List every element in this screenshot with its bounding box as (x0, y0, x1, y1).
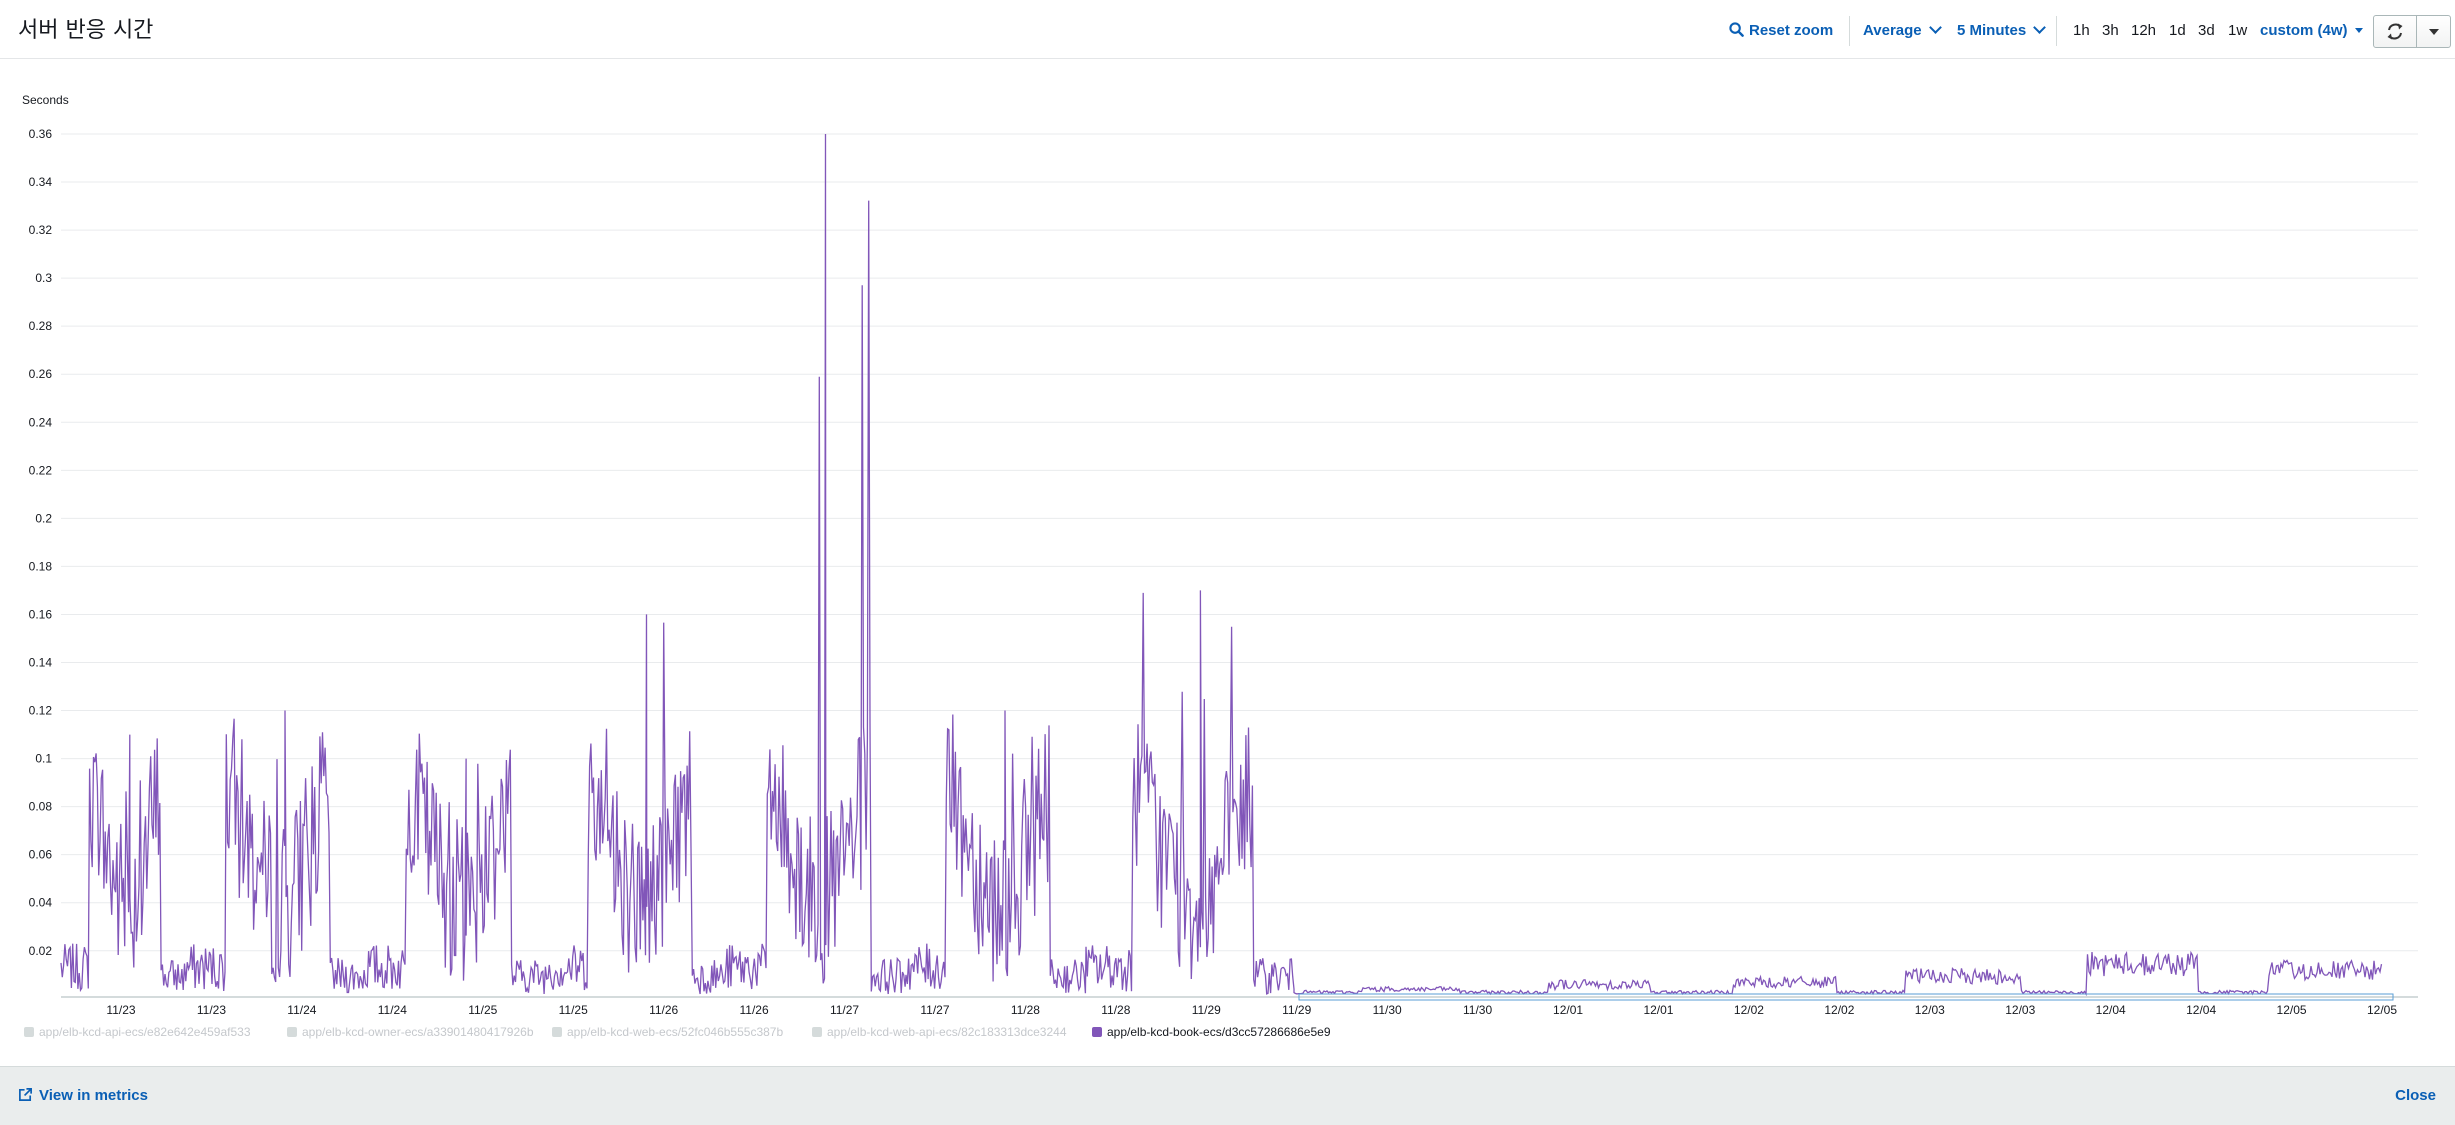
x-tick-label: 11/23 (106, 1003, 135, 1017)
reset-zoom-label: Reset zoom (1749, 22, 1834, 39)
separator (2056, 16, 2057, 46)
x-tick-label: 12/05 (2277, 1003, 2307, 1017)
x-tick-label: 12/03 (1915, 1003, 1945, 1017)
x-tick-label: 11/25 (559, 1003, 588, 1017)
y-tick-label: 0.24 (29, 415, 53, 429)
y-tick-label: 0.3 (35, 271, 52, 285)
y-tick-label: 0.36 (29, 127, 53, 141)
reset-zoom-button[interactable]: Reset zoom (1729, 22, 1833, 39)
widget-header: 서버 반응 시간 Reset zoom Average 5 Minutes 1h… (0, 0, 2455, 59)
legend-label[interactable]: app/elb-kcd-book-ecs/d3cc57286686e5e9 (1107, 1025, 1331, 1039)
x-tick-label: 12/01 (1553, 1003, 1583, 1017)
y-axis-title: Seconds (22, 93, 69, 107)
line-chart[interactable]: Seconds 0.36 0.34 0.32 0.3 0.28 0.26 0.24 0.22 0.… (0, 80, 2455, 1060)
series-line (60, 133, 2383, 997)
y-tick-label: 0.1 (35, 752, 52, 766)
legend-label[interactable]: app/elb-kcd-owner-ecs/a33901480417926b (302, 1025, 534, 1039)
y-tick-label: 0.02 (29, 944, 53, 958)
refresh-button-group (2373, 15, 2451, 48)
x-tick-label: 12/02 (1734, 1003, 1764, 1017)
y-tick-label: 0.04 (29, 896, 53, 910)
y-tick-label: 0.16 (29, 607, 53, 621)
x-tick-label: 12/01 (1643, 1003, 1673, 1017)
x-tick-label: 11/29 (1282, 1003, 1311, 1017)
x-tick-label: 11/23 (197, 1003, 226, 1017)
x-tick-label: 12/04 (2096, 1003, 2126, 1017)
y-tick-label: 0.22 (29, 463, 53, 477)
legend-label[interactable]: app/elb-kcd-web-ecs/52fc046b555c387b (567, 1025, 783, 1039)
y-tick-label: 0.2 (35, 511, 52, 525)
x-tick-label: 11/28 (1101, 1003, 1130, 1017)
x-tick-label: 11/30 (1463, 1003, 1492, 1017)
range-3h[interactable]: 3h (2102, 22, 2119, 39)
period-label: 5 Minutes (1957, 22, 2027, 39)
close-button[interactable]: Close (2395, 1087, 2436, 1104)
range-3d[interactable]: 3d (2198, 22, 2215, 39)
x-tick-label: 11/26 (740, 1003, 769, 1017)
y-tick-label: 0.18 (29, 559, 53, 573)
legend-swatch[interactable] (287, 1027, 297, 1037)
range-1d[interactable]: 1d (2169, 22, 2186, 39)
x-tick-label: 11/25 (468, 1003, 497, 1017)
legend-label[interactable]: app/elb-kcd-web-api-ecs/82c183313dce3244 (827, 1025, 1067, 1039)
button-divider (2416, 16, 2417, 47)
x-tick-label: 11/24 (287, 1003, 316, 1017)
y-tick-label: 0.26 (29, 367, 53, 381)
statistic-label: Average (1863, 22, 1922, 39)
x-tick-label: 11/26 (649, 1003, 678, 1017)
x-tick-label: 12/02 (1824, 1003, 1854, 1017)
x-tick-label: 12/04 (2186, 1003, 2216, 1017)
refresh-icon (2387, 23, 2403, 40)
y-tick-label: 0.28 (29, 319, 53, 333)
view-in-metrics-label: View in metrics (39, 1087, 148, 1104)
x-tick-label: 11/30 (1373, 1003, 1402, 1017)
custom-range-label: custom (4w) (2260, 22, 2348, 39)
refresh-button[interactable] (2374, 16, 2416, 47)
external-link-icon (19, 1088, 32, 1101)
range-12h[interactable]: 12h (2131, 22, 2157, 39)
x-tick-label: 11/29 (1192, 1003, 1221, 1017)
chevron-down-icon (2033, 21, 2047, 34)
statistic-dropdown[interactable]: Average (1863, 21, 1942, 39)
x-tick-label: 11/27 (920, 1003, 949, 1017)
range-1w[interactable]: 1w (2228, 22, 2248, 39)
custom-range-dropdown[interactable]: custom (4w) (2260, 22, 2363, 39)
y-tick-label: 0.08 (29, 800, 53, 814)
widget-footer: View in metrics Close (0, 1066, 2455, 1125)
widget-title: 서버 반응 시간 (18, 18, 154, 43)
y-tick-label: 0.14 (29, 655, 53, 669)
zoom-selection (1298, 993, 2394, 1001)
y-tick-label: 0.06 (29, 848, 53, 862)
caret-down-icon (2354, 28, 2363, 33)
separator (1849, 16, 1850, 46)
x-tick-label: 11/27 (830, 1003, 859, 1017)
legend-swatch[interactable] (24, 1027, 34, 1037)
legend-swatch[interactable] (812, 1027, 822, 1037)
legend-swatch[interactable] (552, 1027, 562, 1037)
legend-label[interactable]: app/elb-kcd-api-ecs/e82e642e459af533 (39, 1025, 251, 1039)
x-tick-label: 11/28 (1011, 1003, 1040, 1017)
period-dropdown[interactable]: 5 Minutes (1957, 21, 2047, 39)
x-tick-label: 12/05 (2367, 1003, 2397, 1017)
legend-swatch[interactable] (1092, 1027, 1102, 1037)
caret-down-icon (2429, 29, 2439, 35)
x-tick-label: 12/03 (2005, 1003, 2035, 1017)
x-tick-label: 11/24 (378, 1003, 407, 1017)
view-in-metrics-link[interactable]: View in metrics (18, 1087, 148, 1104)
y-tick-label: 0.34 (29, 175, 53, 189)
refresh-options-dropdown[interactable] (2417, 16, 2450, 47)
magnifier-icon (1729, 22, 1744, 37)
chevron-down-icon (1928, 21, 1942, 34)
range-1h[interactable]: 1h (2073, 22, 2090, 39)
y-tick-label: 0.12 (29, 704, 53, 718)
y-tick-label: 0.32 (29, 223, 53, 237)
